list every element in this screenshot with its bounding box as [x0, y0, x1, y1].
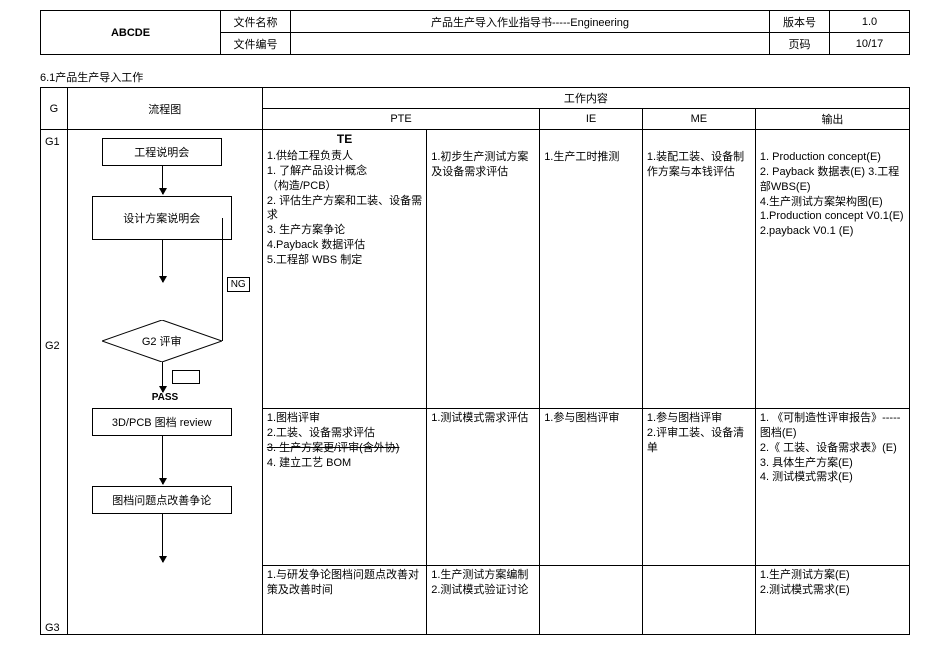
r2-pte-a: 1.图档评审2.工装、设备需求评估3. 生产方案更/评审(含外协)4. 建立工艺…: [262, 409, 426, 566]
r2-ie: 1.参与图档评审: [540, 409, 643, 566]
flow-arrow-1: [162, 166, 163, 194]
flow-diamond-g2: G2 评审: [102, 320, 222, 362]
doc-name-key: 文件名称: [221, 11, 291, 33]
r2-out: 1. 《可制造性评审报告》-----图档(E)2.《 工装、设备需求表》(E)3…: [755, 409, 909, 566]
flow-arrow-4: [162, 436, 163, 484]
flowchart: 工程说明会 设计方案说明会 NG G2 评审: [72, 132, 258, 632]
col-hdr-flow: 流程图: [67, 88, 262, 130]
col-hdr-me: ME: [642, 109, 755, 130]
doc-ver-key: 版本号: [770, 11, 830, 33]
r3-ie: [540, 566, 643, 635]
r1-pte-b: 1.初步生产测试方案及设备需求评估: [427, 130, 540, 409]
flow-box-design-review: 设计方案说明会: [92, 196, 232, 240]
col-hdr-g: G: [41, 88, 68, 130]
flow-arrow-2: [162, 240, 163, 282]
doc-ver-val: 1.0: [830, 11, 910, 33]
r1-pte-a-text: 1.供给工程负责人1. 了解产品设计概念（构造/PCB）2. 评估生产方案和工装…: [267, 149, 422, 268]
flow-small-box: [172, 370, 200, 384]
col-hdr-pte: PTE: [262, 109, 539, 130]
flow-pass-label: PASS: [152, 392, 179, 403]
flow-box-improve: 图档问题点改善争论: [92, 486, 232, 514]
g2-label: G2: [45, 340, 60, 352]
g-column: G1 G2 G3: [41, 130, 68, 635]
col-hdr-ie: IE: [540, 109, 643, 130]
doc-code-val: [291, 33, 770, 55]
col-hdr-out: 输出: [755, 109, 909, 130]
doc-page-key: 页码: [770, 33, 830, 55]
flow-arrow-3: [162, 362, 163, 392]
r1-me: 1.装配工装、设备制作方案与本钱评估: [642, 130, 755, 409]
doc-page-val: 10/17: [830, 33, 910, 55]
flow-box-3dpcb: 3D/PCB 图档 review: [92, 408, 232, 436]
main-table: G 流程图 工作内容 PTE IE ME 输出 G1 G2 G3 工程说明会 设…: [40, 87, 910, 635]
r3-out: 1.生产测试方案(E)2.测试模式需求(E): [755, 566, 909, 635]
flow-ng-line-v: [222, 218, 223, 341]
r1-out: 1. Production concept(E)2. Payback 数据表(E…: [755, 130, 909, 409]
r1-ie: 1.生产工时推测: [540, 130, 643, 409]
flow-box-meeting: 工程说明会: [102, 138, 222, 166]
doc-logo-cell: ABCDE: [41, 11, 221, 55]
doc-header-table: ABCDE 文件名称 产品生产导入作业指导书-----Engineering 版…: [40, 10, 910, 55]
r1-pte-a: TE 1.供给工程负责人1. 了解产品设计概念（构造/PCB）2. 评估生产方案…: [262, 130, 426, 409]
r2-pte-a-text: 1.图档评审2.工装、设备需求评估3. 生产方案更/评审(含外协)4. 建立工艺…: [267, 411, 422, 470]
section-title: 6.1产品生产导入工作: [40, 69, 910, 85]
r2-me: 1.参与图档评审2.评审工装、设备清单: [642, 409, 755, 566]
g1-label: G1: [45, 136, 60, 148]
r3-me: [642, 566, 755, 635]
col-hdr-content: 工作内容: [262, 88, 909, 109]
flowchart-cell: 工程说明会 设计方案说明会 NG G2 评审: [67, 130, 262, 635]
te-subheader: TE: [267, 132, 422, 149]
doc-name-val: 产品生产导入作业指导书-----Engineering: [291, 11, 770, 33]
r3-pte-a: 1.与研发争论图档问题点改善对策及改善时间: [262, 566, 426, 635]
r3-pte-b: 1.生产测试方案编制2.测试模式验证讨论: [427, 566, 540, 635]
g3-label: G3: [45, 622, 60, 634]
doc-code-key: 文件编号: [221, 33, 291, 55]
flow-diamond-label: G2 评审: [102, 320, 222, 362]
flow-ng-label: NG: [227, 277, 250, 292]
flow-arrow-5: [162, 514, 163, 562]
r2-pte-b: 1.测试模式需求评估: [427, 409, 540, 566]
